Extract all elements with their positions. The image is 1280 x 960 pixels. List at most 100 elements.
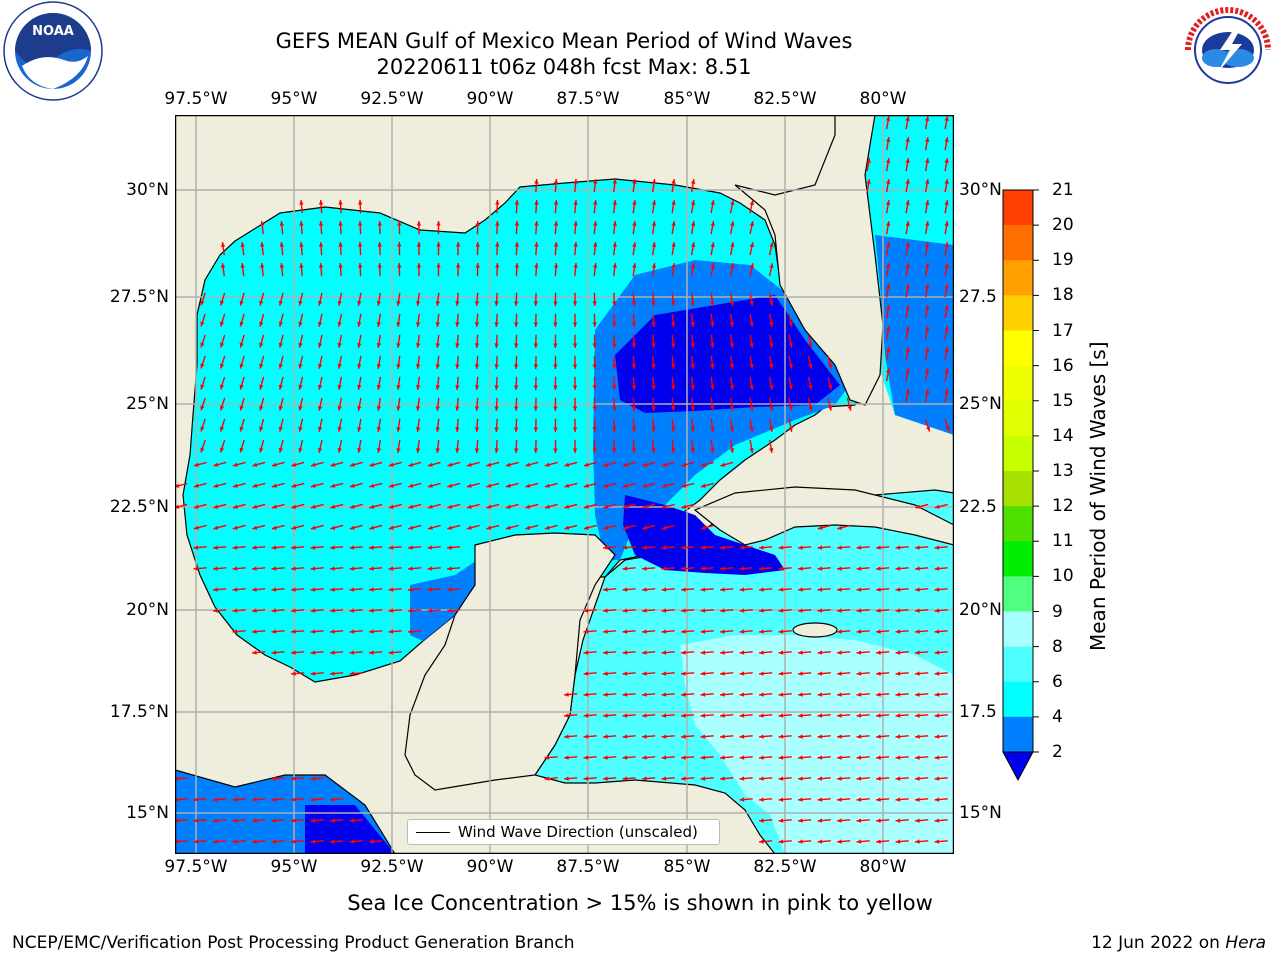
wind-arrow-700 <box>641 650 656 655</box>
wind-arrow-67 <box>632 221 637 235</box>
wind-arrow-610 <box>427 587 441 592</box>
wind-arrow-31 <box>495 199 500 214</box>
wind-arrow-333 <box>396 397 401 411</box>
wind-arrow-227 <box>474 334 480 349</box>
wind-arrow-730 <box>778 671 792 676</box>
wind-arrow-567 <box>934 545 948 550</box>
wind-arrow-140 <box>885 263 891 277</box>
wind-arrow-365 <box>298 418 304 432</box>
wind-arrow-48 <box>944 200 949 214</box>
colorbar-segments <box>1002 189 1039 753</box>
wind-arrow-462 <box>388 482 402 488</box>
wind-arrow-128 <box>553 262 559 277</box>
wind-arrow-870 <box>271 818 285 823</box>
colorbar-tick-21: 21 <box>1052 180 1074 200</box>
wind-arrow-778 <box>934 713 948 718</box>
wind-arrow-123 <box>455 262 461 277</box>
wind-arrow-372 <box>435 418 440 433</box>
wind-arrow-51 <box>299 220 304 235</box>
wind-arrow-596 <box>895 566 909 571</box>
wind-arrow-654 <box>797 608 812 613</box>
wind-arrow-528 <box>583 524 597 530</box>
wind-arrow-704 <box>719 650 734 655</box>
wind-arrow-281 <box>827 355 833 369</box>
wind-arrow-30 <box>358 199 363 214</box>
wind-arrow-301 <box>494 376 499 391</box>
wind-arrow-827 <box>602 776 617 781</box>
wind-arrow-83 <box>318 241 324 256</box>
wind-arrow-440 <box>525 461 539 467</box>
wind-arrow-597 <box>914 566 929 571</box>
wind-arrow-252 <box>259 355 265 369</box>
wind-arrow-164 <box>592 292 597 307</box>
wind-arrow-2 <box>924 116 930 130</box>
wind-arrow-419 <box>710 439 715 453</box>
wind-arrow-789 <box>758 734 773 739</box>
wind-arrow-643 <box>583 608 597 613</box>
wind-arrow-124 <box>475 262 480 277</box>
wind-arrow-716 <box>290 671 305 676</box>
wind-arrow-502 <box>622 503 636 509</box>
lon-tick-top-5: 85°W <box>663 89 711 109</box>
wind-arrow-406 <box>455 439 460 454</box>
colorbar-tick-18: 18 <box>1052 285 1074 306</box>
wind-arrow-84 <box>338 241 343 256</box>
wind-arrow-889 <box>251 839 266 844</box>
wind-arrow-166 <box>631 292 637 307</box>
wind-arrow-807 <box>700 755 714 760</box>
wind-arrow-371 <box>415 418 421 432</box>
lat-tick-left-0: 30°N <box>126 180 169 200</box>
wind-arrow-261 <box>435 355 440 370</box>
wind-arrow-153 <box>376 292 382 306</box>
wind-arrow-309 <box>651 376 656 391</box>
wind-arrow-142 <box>924 263 930 277</box>
wind-arrow-795 <box>875 734 890 739</box>
wind-arrow-65 <box>593 220 598 235</box>
wind-arrow-813 <box>817 755 831 760</box>
wind-arrow-36 <box>593 199 598 214</box>
wind-arrow-343 <box>592 397 597 412</box>
wind-arrow-798 <box>934 734 948 739</box>
wind-arrow-576 <box>349 566 363 571</box>
wind-arrow-819 <box>934 755 948 760</box>
wind-arrow-251 <box>239 355 245 369</box>
wind-arrow-500 <box>583 503 597 509</box>
wind-arrow-874 <box>349 818 363 823</box>
wind-arrow-879 <box>836 818 851 823</box>
wind-arrow-117 <box>338 262 343 277</box>
wind-arrow-482 <box>232 503 246 509</box>
colorbar-segment-10 <box>1003 365 1033 402</box>
wind-arrow-630 <box>212 608 227 613</box>
wind-arrow-7 <box>944 137 949 151</box>
wind-arrow-675 <box>641 629 656 634</box>
wind-arrow-302 <box>514 376 519 391</box>
wind-arrow-799 <box>544 755 558 760</box>
wind-arrow-305 <box>572 376 578 391</box>
wind-arrow-690 <box>271 650 285 655</box>
wind-arrow-599 <box>212 587 227 592</box>
wind-arrow-402 <box>376 439 382 453</box>
wind-arrow-173 <box>768 292 774 306</box>
wind-arrow-579 <box>407 566 422 571</box>
wind-arrow-718 <box>329 671 344 676</box>
wind-arrow-876 <box>778 818 792 823</box>
wind-arrow-137 <box>729 263 735 277</box>
wind-arrow-97 <box>593 241 598 256</box>
wind-arrow-475 <box>642 482 656 488</box>
wind-arrow-882 <box>895 818 909 823</box>
wind-arrow-488 <box>349 503 363 509</box>
wind-arrow-329 <box>317 397 323 411</box>
wind-arrow-314 <box>749 376 754 390</box>
wind-arrow-287 <box>219 376 226 390</box>
wind-arrow-17 <box>612 178 617 193</box>
wind-arrow-532 <box>661 524 675 530</box>
wind-arrow-530 <box>622 524 636 530</box>
wind-arrow-277 <box>749 355 754 369</box>
wind-arrow-800 <box>563 755 578 760</box>
wind-arrow-78 <box>220 242 226 256</box>
wind-arrow-283 <box>905 347 910 361</box>
wind-arrow-3 <box>944 116 949 130</box>
wind-arrow-606 <box>349 587 363 592</box>
wind-arrow-871 <box>290 818 305 823</box>
wind-arrow-761 <box>602 713 617 718</box>
